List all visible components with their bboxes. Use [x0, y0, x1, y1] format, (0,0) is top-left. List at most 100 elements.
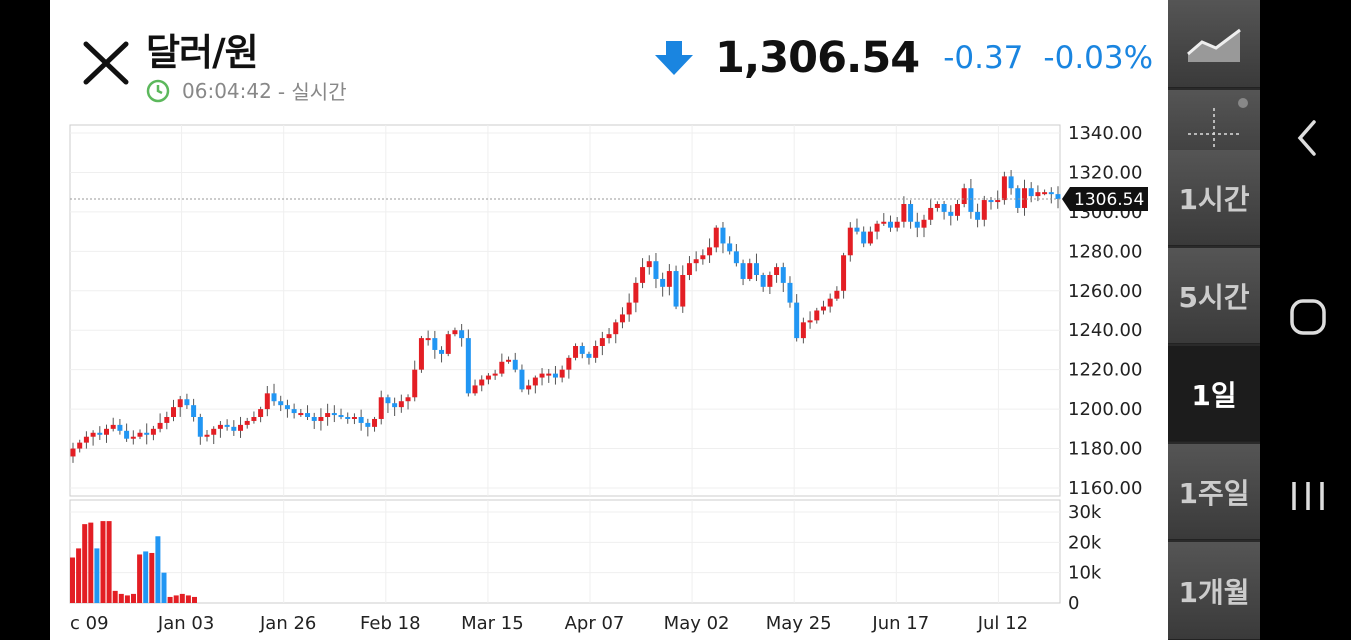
page-title: 달러/원 — [146, 31, 259, 74]
candle — [539, 373, 545, 378]
candle — [418, 338, 424, 370]
candle — [834, 290, 840, 299]
candle — [238, 424, 244, 431]
candle — [1042, 192, 1048, 195]
candle — [164, 417, 170, 423]
volume-bar — [118, 593, 124, 603]
down-arrow-icon — [655, 41, 693, 75]
candle — [358, 417, 364, 423]
candle — [619, 314, 625, 323]
candle — [901, 204, 907, 222]
candle — [1008, 176, 1014, 189]
y-tick-label: 1240.00 — [1068, 320, 1142, 341]
recent-apps-button[interactable] — [1288, 476, 1328, 516]
x-tick-label: May 25 — [766, 613, 832, 634]
candle — [392, 403, 398, 408]
volume-bar — [76, 548, 82, 603]
candle — [606, 334, 612, 339]
candle — [787, 282, 793, 303]
candle — [284, 405, 290, 410]
candle — [439, 349, 445, 354]
x-tick-label: Jan 03 — [157, 613, 214, 634]
candle — [83, 436, 89, 443]
candle — [640, 267, 646, 283]
candle — [573, 346, 579, 358]
candle — [70, 448, 76, 457]
candle — [499, 361, 505, 374]
close-button[interactable] — [82, 40, 130, 86]
candle — [774, 267, 780, 275]
candle — [77, 442, 83, 449]
candle — [552, 373, 558, 378]
timeframe-2[interactable]: 1시간 — [1168, 150, 1260, 246]
candle — [492, 373, 498, 376]
candle — [646, 261, 652, 268]
candle — [385, 397, 391, 404]
volume-bar — [100, 521, 106, 603]
candle — [814, 310, 820, 321]
candle — [975, 211, 981, 220]
candle — [305, 413, 311, 417]
candle — [331, 413, 337, 416]
candle — [599, 338, 605, 346]
volume-tick-label: 0 — [1068, 593, 1079, 614]
candle — [191, 405, 197, 417]
price-chart[interactable]: c 09 Jan 03 Jan 26 Feb 18 Mar 15 Apr 07 May 02… — [50, 115, 1168, 640]
volume-panel — [69, 499, 1061, 604]
time-row: 06:04:42 - 실시간 — [146, 76, 347, 105]
candle — [995, 200, 1001, 203]
candle — [485, 375, 491, 380]
home-button[interactable] — [1288, 297, 1328, 337]
candle — [459, 330, 465, 339]
candle — [1015, 188, 1021, 208]
x-tick-label: Jul 12 — [977, 613, 1028, 634]
candle — [197, 417, 203, 437]
candle — [820, 306, 826, 311]
candle — [90, 432, 96, 437]
y-tick-label: 1160.00 — [1068, 478, 1142, 499]
candle — [117, 424, 123, 431]
line-chart-button[interactable] — [1168, 0, 1260, 88]
candle — [713, 227, 719, 248]
candle — [800, 322, 806, 339]
current-price: 1,306.54 — [715, 33, 920, 83]
volume-tick-label: 30k — [1068, 502, 1102, 523]
y-tick-label: 1320.00 — [1068, 162, 1142, 183]
candle — [184, 399, 190, 406]
candle — [586, 353, 592, 358]
candle — [861, 231, 867, 244]
candle — [954, 204, 960, 216]
timeframe-5[interactable]: 1주일 — [1168, 444, 1260, 540]
candle — [258, 409, 264, 417]
candle — [378, 397, 384, 419]
candle — [278, 401, 284, 406]
recent-apps-icon — [1292, 482, 1324, 510]
candle — [934, 204, 940, 208]
candle — [720, 227, 726, 244]
price-panel — [69, 124, 1061, 497]
volume-bar — [179, 593, 185, 603]
candle — [961, 188, 967, 204]
timeframe-6[interactable]: 1개월 — [1168, 542, 1260, 640]
candle — [372, 418, 378, 427]
candle — [318, 417, 324, 421]
candle — [613, 322, 619, 335]
candle — [680, 275, 686, 307]
candle — [968, 188, 974, 212]
back-icon — [1297, 120, 1316, 156]
candle — [546, 373, 552, 376]
candle — [452, 330, 458, 335]
candle — [506, 359, 512, 362]
timeframe-4[interactable]: 1일 — [1168, 346, 1260, 442]
candle — [1001, 176, 1007, 201]
candle — [1035, 192, 1041, 197]
candle — [298, 413, 304, 416]
x-tick-label: c 09 — [70, 613, 109, 634]
candle — [847, 227, 853, 256]
last-price-label: 1306.54 — [1074, 190, 1144, 210]
back-button[interactable] — [1288, 118, 1328, 158]
timeframe-3[interactable]: 5시간 — [1168, 248, 1260, 344]
candle — [472, 385, 478, 394]
volume-bar — [173, 595, 179, 603]
candle — [593, 346, 599, 358]
